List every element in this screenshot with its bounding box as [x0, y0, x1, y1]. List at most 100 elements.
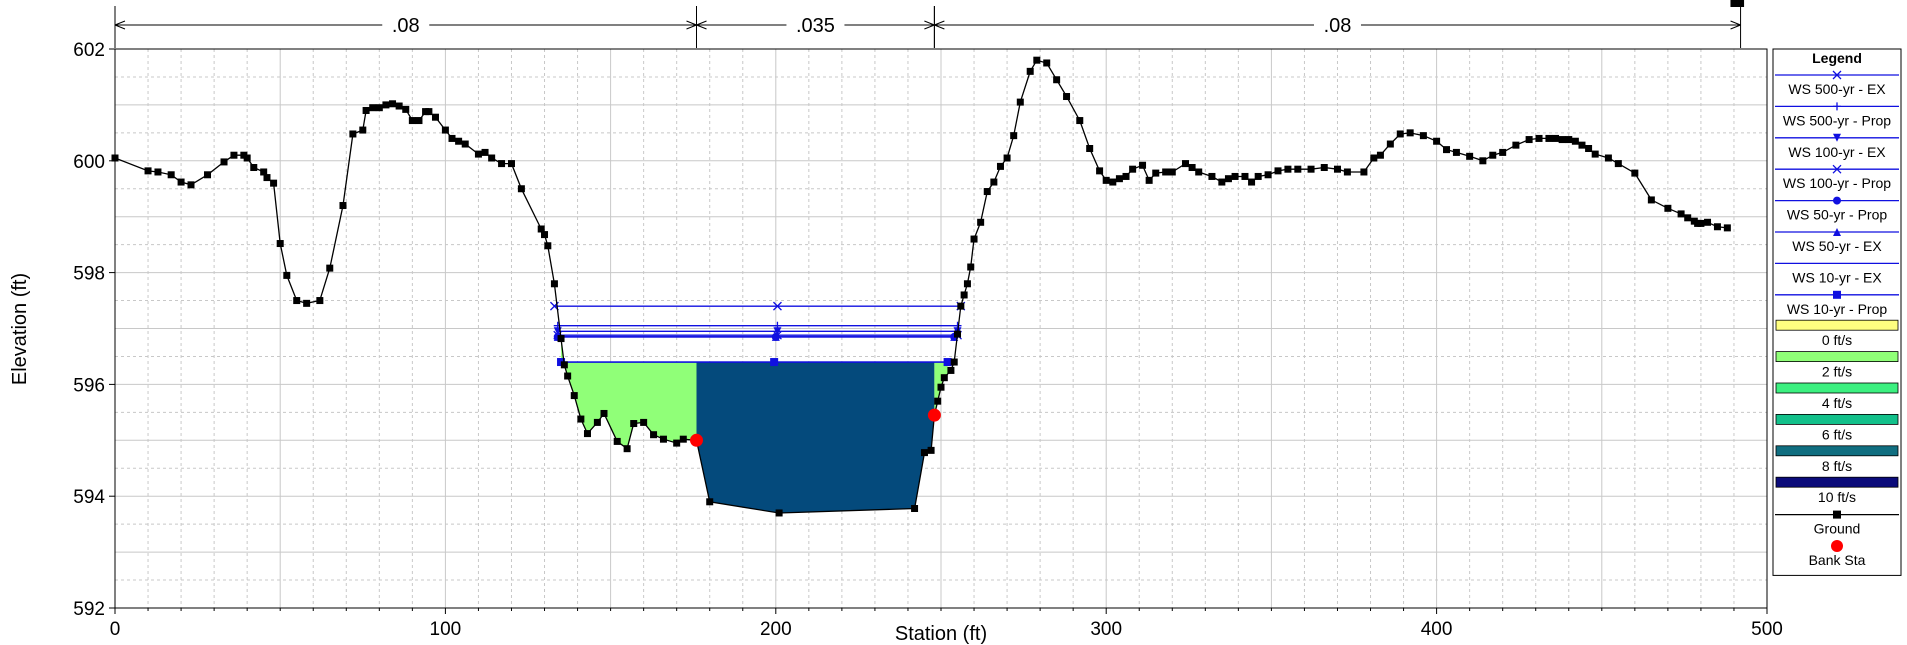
ground-point — [1320, 164, 1328, 172]
manning-arrowhead — [924, 20, 935, 30]
ground-point — [362, 106, 370, 114]
ground-point — [1697, 219, 1705, 227]
ground-point — [1231, 172, 1239, 180]
x-tick-label: 100 — [430, 619, 462, 640]
ground-point — [1208, 172, 1216, 180]
ground-point — [659, 435, 667, 443]
legend-swatch — [1775, 413, 1899, 425]
ground-point — [517, 185, 525, 193]
manning-n-label: .08 — [1324, 15, 1352, 37]
ground-point — [1139, 161, 1147, 169]
ground-point — [544, 242, 552, 250]
ground-point — [1003, 154, 1011, 162]
ground-point — [276, 240, 284, 248]
ground-point — [1109, 178, 1117, 186]
ground-point — [448, 134, 456, 142]
ground-point — [1571, 137, 1579, 145]
legend-label: 2 ft/s — [1822, 364, 1852, 380]
ground-point — [382, 101, 390, 109]
legend-label: WS 500-yr - EX — [1788, 81, 1886, 97]
ground-point — [954, 330, 962, 338]
ground-point — [940, 374, 948, 382]
ground-point — [1452, 148, 1460, 156]
ground-point — [911, 504, 919, 512]
ground-point — [1343, 168, 1351, 176]
ground-point — [1360, 168, 1368, 176]
bank-station-point — [690, 433, 704, 447]
ground-point — [927, 446, 935, 454]
ground-point — [1614, 160, 1622, 168]
ground-point — [996, 162, 1004, 170]
ground-point — [967, 263, 975, 271]
ground-point — [1026, 67, 1034, 75]
ground-point — [1433, 137, 1441, 145]
ground-point — [1386, 140, 1394, 148]
legend-label: 0 ft/s — [1822, 332, 1852, 348]
ground-point — [1647, 196, 1655, 204]
ws-marker — [1832, 164, 1842, 174]
ws-marker — [772, 301, 782, 311]
legend-swatch — [1775, 445, 1899, 457]
ground-point — [263, 174, 271, 182]
ws-marker — [943, 358, 952, 367]
ground-point — [389, 100, 397, 108]
ground-point — [673, 439, 681, 447]
ground-point — [1188, 164, 1196, 172]
ground-point — [1016, 98, 1024, 106]
legend-label: 10 ft/s — [1818, 489, 1856, 505]
ground-point — [283, 271, 291, 279]
ground-point — [1224, 175, 1232, 183]
ws-marker — [1833, 290, 1841, 299]
y-tick-label: 600 — [73, 152, 105, 173]
velocity-fills — [561, 338, 948, 513]
legend-label: WS 10-yr - Prop — [1787, 301, 1888, 317]
ground-point — [1096, 167, 1104, 175]
ground-point — [375, 104, 383, 112]
ground-point — [1370, 154, 1378, 162]
ground-profile — [111, 0, 1745, 517]
ground-point — [934, 397, 942, 405]
ground-point — [507, 160, 515, 168]
ground-point — [1489, 151, 1497, 159]
ground-point — [230, 151, 238, 159]
legend-dot — [1831, 540, 1843, 552]
bank-stations — [690, 408, 941, 447]
ground-point — [600, 409, 608, 417]
manning-arrowhead — [696, 20, 707, 30]
ground-point — [1512, 141, 1520, 149]
ground-point — [1713, 223, 1721, 231]
ground-point — [564, 372, 572, 380]
legend-label: 4 ft/s — [1822, 395, 1852, 411]
ground-point — [1102, 176, 1110, 184]
y-tick-label: 598 — [73, 264, 105, 285]
y-tick-label: 596 — [73, 375, 105, 396]
ground-point — [1152, 169, 1160, 177]
ground-point — [1684, 214, 1692, 222]
ground-point — [303, 299, 311, 307]
ground-point — [1585, 145, 1593, 153]
manning-n-label: .035 — [796, 15, 835, 37]
ground-point — [775, 509, 783, 517]
ws-marker — [1833, 196, 1841, 205]
ground-point — [455, 137, 463, 145]
ground-point — [1406, 129, 1414, 137]
ground-point — [1704, 218, 1712, 226]
ground-point — [1033, 56, 1041, 64]
ground-point — [1181, 160, 1189, 168]
ground-point — [947, 366, 955, 374]
ground-point — [541, 231, 549, 239]
y-tick-label: 602 — [73, 40, 105, 61]
ground-point — [550, 280, 558, 288]
ground-point — [408, 117, 416, 125]
ground-point — [1274, 167, 1282, 175]
ground-point — [1723, 224, 1731, 232]
ground-point — [1063, 93, 1071, 101]
ground-point — [1396, 130, 1404, 138]
ws-marker — [771, 332, 780, 341]
legend-label: WS 50-yr - EX — [1792, 238, 1882, 254]
ground-point — [474, 150, 482, 158]
ground-point — [593, 418, 601, 426]
ground-point — [187, 181, 195, 189]
ground-point — [177, 178, 185, 186]
ground-point — [1086, 145, 1094, 153]
